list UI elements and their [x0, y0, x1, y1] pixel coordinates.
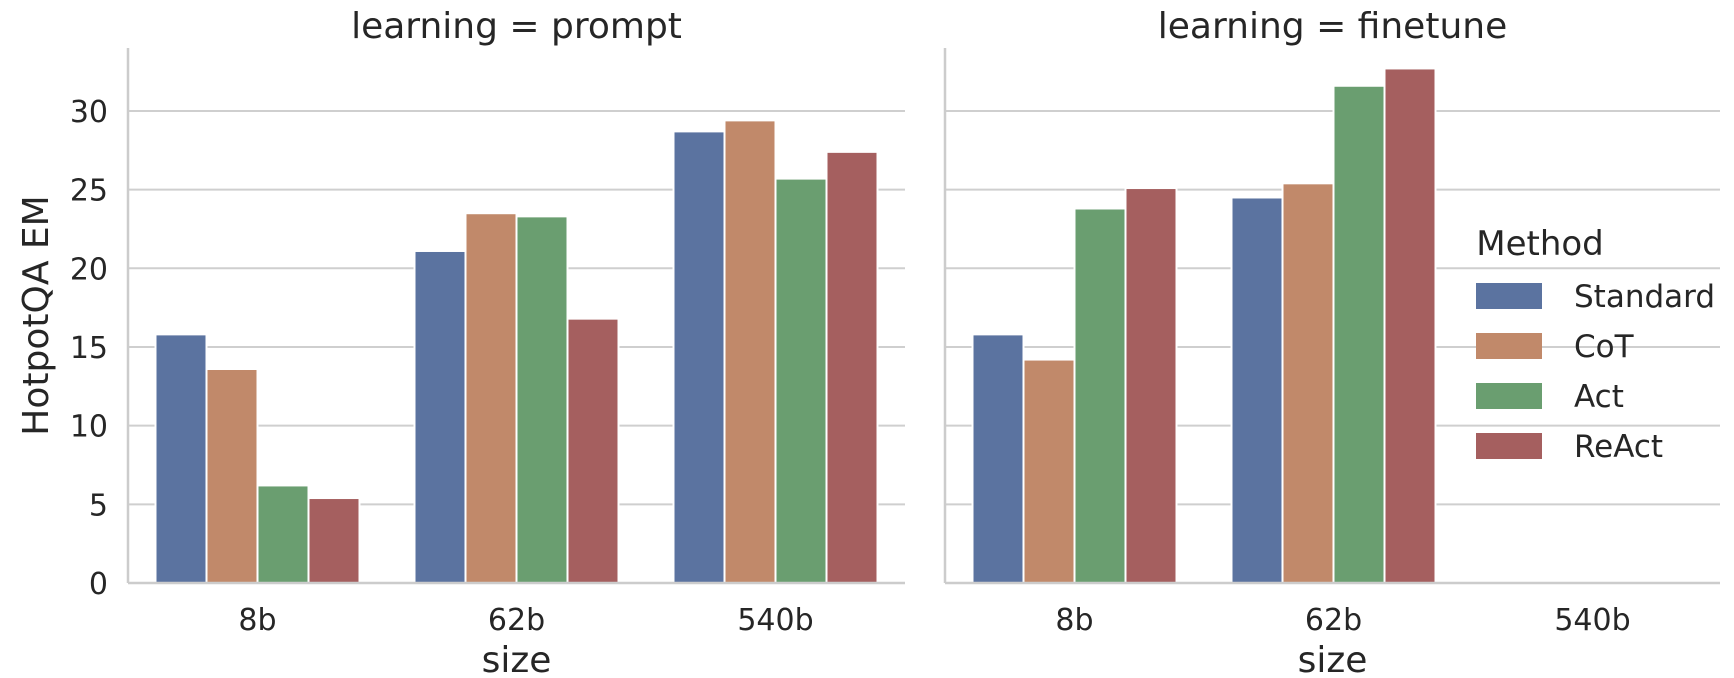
bar [971, 333, 1025, 584]
y-tick-label: 20 [70, 252, 108, 287]
bar [1022, 358, 1076, 585]
y-tick-label: 30 [70, 95, 108, 130]
bar [464, 212, 518, 584]
bar [1332, 84, 1386, 584]
y-axis-label: HotpotQA EM [16, 195, 57, 435]
bar [256, 484, 310, 584]
bar [515, 215, 569, 584]
y-tick-label: 15 [70, 331, 108, 366]
bar [1383, 67, 1437, 585]
bar [413, 249, 467, 584]
legend-title: Method [1476, 224, 1604, 264]
legend-swatch [1476, 383, 1542, 409]
bar [1281, 182, 1335, 585]
y-tick-label: 10 [70, 410, 108, 445]
x-tick-label: 8b [238, 603, 276, 638]
bar [307, 497, 361, 585]
x-tick-label: 62b [1305, 603, 1362, 638]
y-tick-label: 0 [89, 567, 108, 602]
legend-label: CoT [1574, 329, 1635, 365]
legend-label: Standard [1574, 279, 1715, 315]
legend-swatch [1476, 333, 1542, 359]
bar [825, 150, 879, 584]
bar [774, 177, 828, 584]
bar [672, 130, 726, 584]
panel-title: learning = prompt [351, 6, 682, 47]
legend-swatch [1476, 283, 1542, 309]
x-tick-label: 540b [1554, 603, 1630, 638]
bar [1073, 207, 1127, 584]
legend-label: ReAct [1574, 429, 1663, 465]
panel-title: learning = finetune [1158, 6, 1507, 47]
x-tick-label: 540b [737, 603, 813, 638]
bar [1124, 187, 1178, 584]
bar [566, 317, 620, 584]
x-axis-label: size [482, 640, 552, 678]
legend-swatch [1476, 433, 1542, 459]
x-tick-label: 62b [488, 603, 545, 638]
y-tick-label: 25 [70, 174, 108, 209]
x-axis-label: size [1298, 640, 1368, 678]
bar [1230, 196, 1284, 584]
bar [205, 368, 259, 584]
x-tick-label: 8b [1055, 603, 1093, 638]
legend-label: Act [1574, 379, 1624, 415]
bar [723, 119, 777, 584]
y-tick-label: 5 [89, 488, 108, 523]
bar [154, 333, 208, 584]
